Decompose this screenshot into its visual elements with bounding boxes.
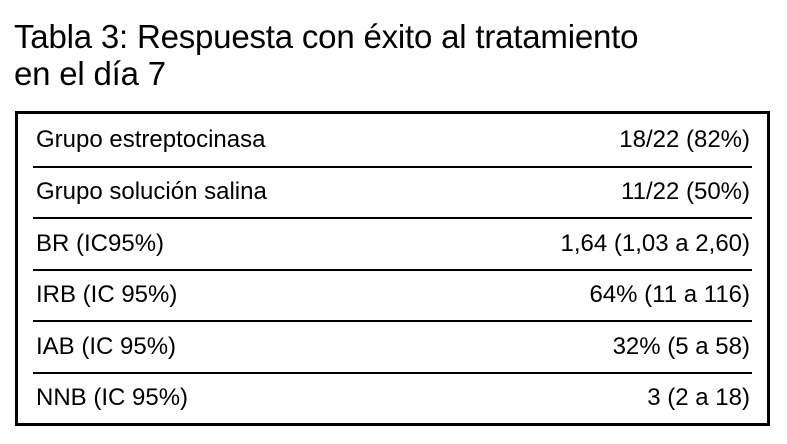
table-title-line-1: Tabla 3: Respuesta con éxito al tratamie… bbox=[14, 18, 639, 55]
table-row: IRB (IC 95%) 64% (11 a 116) bbox=[33, 268, 752, 321]
table-title: Tabla 3: Respuesta con éxito al tratamie… bbox=[14, 18, 638, 92]
row-label: BR (IC95%) bbox=[36, 229, 165, 257]
row-label: Grupo estreptocinasa bbox=[36, 125, 266, 153]
row-value: 1,64 (1,03 a 2,60) bbox=[560, 229, 750, 257]
table-row: IAB (IC 95%) 32% (5 a 58) bbox=[33, 320, 752, 372]
table-row: Grupo solución salina 11/22 (50%) bbox=[33, 165, 752, 218]
results-table: Grupo estreptocinasa 18/22 (82%) Grupo s… bbox=[15, 111, 770, 426]
row-value: 32% (5 a 58) bbox=[612, 332, 750, 360]
row-value: 11/22 (50%) bbox=[621, 178, 750, 206]
table-row: NNB (IC 95%) 3 (2 a 18) bbox=[33, 371, 752, 424]
row-value: 3 (2 a 18) bbox=[647, 384, 750, 412]
row-value: 64% (11 a 116) bbox=[589, 281, 750, 309]
row-value: 18/22 (82%) bbox=[619, 125, 750, 153]
row-label: IAB (IC 95%) bbox=[36, 332, 177, 360]
table-row: BR (IC95%) 1,64 (1,03 a 2,60) bbox=[33, 217, 752, 269]
row-label: NNB (IC 95%) bbox=[36, 384, 189, 412]
table-title-line-2: en el día 7 bbox=[14, 55, 166, 92]
row-label: IRB (IC 95%) bbox=[36, 281, 178, 309]
table-row: Grupo estreptocinasa 18/22 (82%) bbox=[33, 114, 752, 166]
row-label: Grupo solución salina bbox=[36, 178, 267, 206]
